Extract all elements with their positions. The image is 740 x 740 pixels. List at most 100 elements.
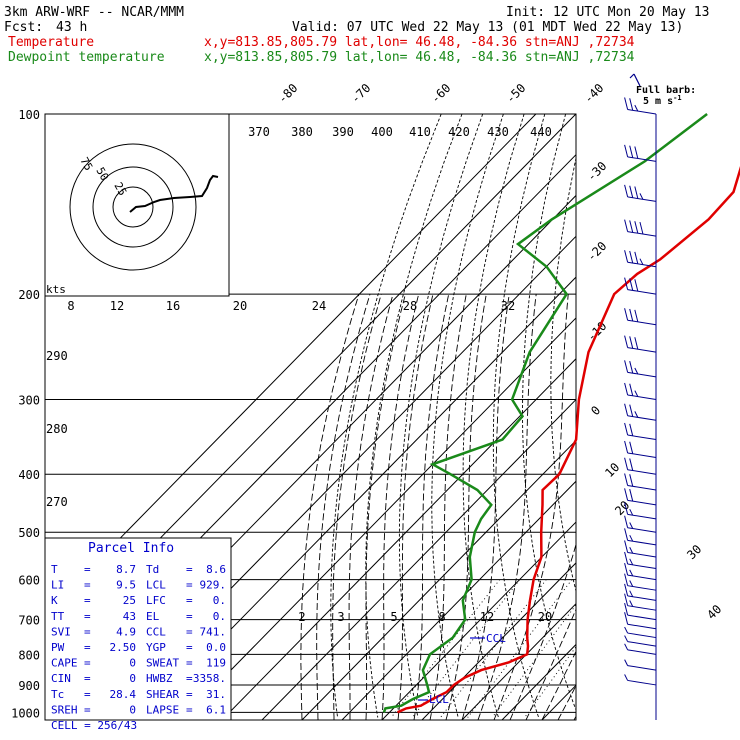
- wind-barb: [624, 612, 657, 630]
- parcel-value: 8.7: [116, 563, 136, 576]
- wind-barb-flag: [634, 146, 639, 159]
- wind-barb-staff: [627, 527, 657, 533]
- wind-barb-flag: [634, 221, 639, 234]
- wind-barb-flag: [629, 458, 634, 471]
- parcel-eq: =: [84, 563, 91, 576]
- isotherm-label--40: -40: [581, 81, 606, 106]
- wind-barb: [624, 502, 657, 520]
- wind-barb-flag: [624, 403, 629, 416]
- parcel-label: CAPE: [51, 657, 78, 670]
- pressure-label-1000: 1000: [11, 706, 40, 720]
- wind-barb-staff: [627, 679, 657, 686]
- wind-barb-flag: [624, 540, 629, 553]
- isotherm-label--50: -50: [503, 81, 528, 106]
- wind-barb: [624, 403, 657, 421]
- pressure-label-500: 500: [18, 526, 40, 540]
- wind-barb-flag: [624, 551, 629, 565]
- parcel-row: T = 8.7 Td = 8.6: [51, 563, 226, 576]
- wind-barb: [624, 635, 657, 647]
- hodograph-ring-25: [112, 186, 154, 228]
- wind-barb-flag: [629, 308, 634, 322]
- wind-barb: [624, 626, 657, 639]
- moist-adiabat-14: [477, 294, 537, 720]
- moist-adiabat--30: [300, 293, 360, 720]
- dry-adiabat-250: [330, 114, 442, 718]
- wind-barb-flag: [624, 612, 629, 625]
- wind-barb-flag: [624, 360, 629, 373]
- pressure-label-800: 800: [18, 648, 40, 662]
- temperature-legend-label: Temperature: [8, 35, 94, 50]
- parcel-eq: =: [84, 672, 91, 685]
- pressure-label-600: 600: [18, 574, 40, 588]
- parcel-label: T: [51, 563, 58, 576]
- wind-barb-staff: [627, 665, 657, 671]
- theta-label-420: 420: [448, 125, 470, 139]
- theta-label-390: 390: [332, 125, 354, 139]
- parcel-label: Tc: [51, 688, 64, 701]
- parcel-eq: =: [186, 641, 193, 654]
- moist-adiabat-38: [573, 715, 576, 720]
- wind-barb-flag: [629, 145, 634, 158]
- moist-adiabat--22: [332, 293, 382, 720]
- wind-barb: [624, 277, 657, 295]
- theta-label-410: 410: [409, 125, 431, 139]
- parcel-row: SREH = 0 LAPSE = 6.1: [51, 703, 226, 716]
- mixing-label-low-3: 3: [337, 610, 344, 624]
- wind-barb-staff: [627, 499, 657, 506]
- wind-barb-flag: [624, 674, 629, 681]
- wind-barb-flag: [629, 98, 634, 111]
- wind-barb-flag: [629, 508, 634, 516]
- wind-barb-flag: [624, 502, 629, 515]
- wind-barb: [624, 528, 657, 546]
- wind-barb-staff: [627, 632, 657, 639]
- isotherm-label--60: -60: [428, 81, 453, 106]
- parcel-label: SVI: [51, 625, 71, 638]
- parcel-eq: =: [186, 563, 193, 576]
- barb-legend: Full barb: 5 m s-1: [629, 73, 696, 107]
- lcl-label: LCL: [429, 693, 449, 706]
- dry-adiabat-340: [605, 114, 700, 718]
- wind-barb-staff: [627, 371, 657, 378]
- wind-barb-flag: [634, 337, 639, 350]
- hodograph-units: kts: [46, 283, 66, 296]
- hodograph-label-75: 75: [77, 155, 95, 173]
- wind-barb-flag: [624, 277, 629, 290]
- wind-barb-staff: [627, 484, 657, 491]
- parcel-label: LFC: [146, 594, 166, 607]
- wind-barb-staff: [627, 394, 657, 400]
- parcel-value: 4.9: [116, 625, 136, 638]
- isotherm--10: [381, 521, 576, 720]
- wind-barb-flag: [629, 590, 634, 597]
- wind-barb: [624, 144, 657, 162]
- parcel-eq: =: [186, 688, 193, 701]
- wind-barb-staff: [627, 605, 657, 611]
- dry-adiabat-270: [398, 114, 484, 718]
- wind-barb-staff: [627, 585, 657, 591]
- parcel-eq: =: [84, 579, 91, 592]
- pressure-label-700: 700: [18, 614, 40, 628]
- parcel-value: 28.4: [110, 688, 137, 701]
- mixing-label-low-20: 20: [538, 610, 552, 624]
- wind-barb-staff: [627, 614, 657, 621]
- temperature-location: x,y=813.85,805.79 lat,lon= 46.48, -84.36…: [204, 35, 635, 50]
- wind-barb-flag: [634, 104, 639, 112]
- wind-barb-staff: [627, 649, 657, 655]
- parcel-info-box: Parcel Info T = 8.7 Td = 8.6 LI = 9.5 LCL = 929. K = 2…: [44, 537, 232, 732]
- parcel-row: LI = 9.5 LCL = 929.: [51, 579, 226, 592]
- wind-barb: [624, 440, 657, 458]
- mixing-ratio-lines: [390, 579, 576, 718]
- isotherm--70: [141, 276, 576, 720]
- parcel-eq: =: [84, 703, 91, 716]
- wind-barb-staff: [627, 574, 657, 581]
- mixing-ratio-5: [440, 579, 547, 718]
- wind-barb-staff: [627, 415, 657, 421]
- parcel-eq: =: [186, 672, 193, 685]
- parcel-eq: =: [84, 657, 91, 670]
- dry-adiabat-310: [522, 114, 576, 712]
- mixing-label-top-32: 32: [501, 299, 515, 313]
- isotherm-label-10: 10: [602, 460, 622, 480]
- wind-barb-flag: [624, 335, 629, 348]
- wind-barb-flag: [624, 626, 629, 634]
- dewpoint-profile: [382, 113, 708, 713]
